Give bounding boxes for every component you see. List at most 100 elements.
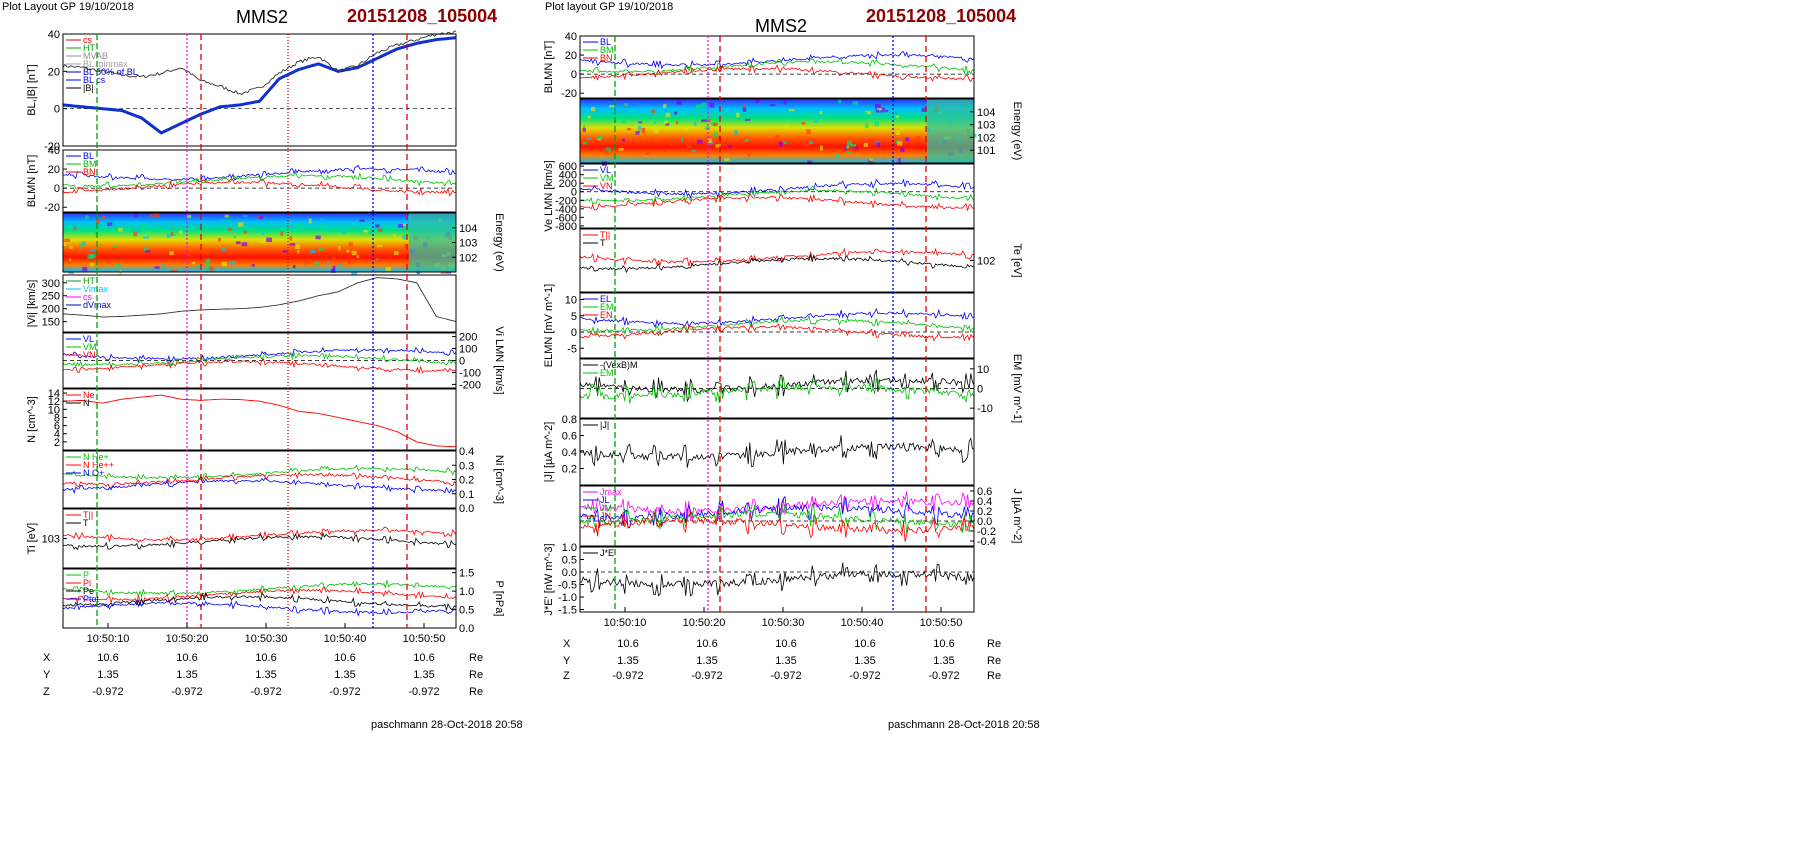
series-line: [579, 491, 975, 522]
spectrogram-pixel: [398, 224, 404, 228]
spectrogram-pixel: [706, 118, 711, 122]
series-line: [62, 351, 457, 369]
spectrogram-pixel: [393, 251, 399, 256]
ephem-value: 1.35: [775, 655, 797, 667]
spectrogram-pixel: [582, 141, 588, 145]
spectrogram-pixel: [583, 124, 586, 128]
ephem-unit: Re: [987, 670, 1002, 682]
left-panel-7: T||T 103 Ti [eV]: [26, 508, 457, 569]
spectrogram-pixel: [331, 268, 336, 273]
spectrogram-pixel: [751, 140, 756, 143]
y-tick-label: 0.0: [977, 516, 992, 528]
spectrogram-pixel: [303, 261, 308, 265]
spectrogram-pixel: [635, 131, 640, 135]
spectrogram-pixel: [770, 104, 776, 107]
series-line: [579, 376, 975, 404]
y-tick-label: 12: [48, 396, 60, 408]
spectrogram-pixel: [895, 130, 900, 135]
ephem-value: -0.972: [92, 686, 124, 698]
spectrogram-pixel: [618, 147, 624, 151]
panel-frame: [579, 163, 975, 229]
y-tick-label: 6: [54, 421, 60, 433]
y-tick-label: 103: [459, 238, 477, 250]
legend-entry: BM: [600, 45, 614, 55]
spectrogram-pixel: [178, 230, 183, 235]
series-line: [62, 580, 457, 598]
spectrogram-pixel: [897, 158, 901, 163]
spectrogram-pixel: [621, 118, 627, 124]
y-tick-label: 150: [42, 317, 60, 329]
spectrogram-pixel: [161, 263, 165, 269]
y-tick-label: 0.4: [562, 447, 577, 459]
spectrogram-pixel: [590, 107, 596, 112]
y-tick-label: 0.3: [459, 460, 474, 472]
y-tick-label: -20: [44, 202, 60, 214]
legend-entry: BN: [83, 167, 96, 177]
ephem-label-y: Y: [43, 669, 51, 681]
y-tick-label: -1.0: [558, 592, 577, 604]
y-tick-label: 20: [48, 66, 60, 78]
spectrogram-pixel: [744, 139, 749, 142]
spectrogram-pixel: [801, 121, 806, 125]
spectrogram-pixel: [664, 120, 668, 124]
y-tick-label: 2: [54, 437, 60, 449]
spectrogram-pixel: [915, 136, 921, 140]
spectrogram-pixel: [359, 219, 365, 222]
legend-entry: Ptot: [83, 594, 100, 604]
spectrogram-pixel: [587, 115, 591, 119]
ephem-value: 10.6: [854, 638, 876, 650]
left-panel-6: N He+N He++N O+ 0.4 0.3 0.2 0.1 0.0 Ni [cm^-3]: [62, 446, 505, 515]
spectrogram-pixel: [847, 140, 853, 146]
spectrogram-pixel: [900, 147, 905, 153]
spectrogram-pixel: [800, 108, 804, 113]
y-tick-label: 600: [559, 161, 577, 173]
spectrogram-pixel: [251, 263, 255, 267]
x-tick-label: 10:50:10: [604, 617, 647, 629]
right-panel-3: T||T 102 Te [eV]: [579, 228, 1023, 293]
spectrogram-pixel: [665, 112, 671, 118]
ephem-value: -0.972: [250, 686, 282, 698]
legend-entry: Jmax: [600, 487, 622, 497]
ephem-value: -0.972: [329, 686, 361, 698]
spectrogram-pixel: [326, 260, 329, 265]
spectrogram-pixel: [876, 142, 881, 147]
spectrogram-pixel: [923, 110, 929, 114]
y-axis-label: BLMN [nT]: [543, 41, 555, 94]
left-panel-2: 104 103 102 Energy (eV): [62, 212, 505, 275]
y-tick-label: 104: [977, 107, 995, 119]
y-tick-label: 0.8: [562, 414, 577, 426]
panel-frame: [579, 546, 975, 613]
spectrogram-pixel: [775, 135, 780, 138]
y-tick-label: -20: [561, 88, 577, 100]
ephem-value: 1.35: [617, 655, 639, 667]
spectrogram-pixel: [638, 110, 645, 113]
panel-frame: [62, 388, 457, 451]
spectrogram-pixel: [587, 137, 592, 140]
spectrogram-pixel: [393, 233, 396, 237]
spectrogram-pixel: [645, 149, 650, 155]
spectrogram-pixel: [363, 229, 370, 233]
spectrogram-pixel: [638, 121, 643, 124]
spectrogram-pixel: [133, 231, 138, 237]
spectrogram-pixel: [102, 215, 106, 220]
ephem-unit: Re: [987, 638, 1002, 650]
y-tick-label: 0: [54, 183, 60, 195]
spectrogram-pixel: [351, 271, 358, 275]
spectrogram-pixel: [133, 229, 139, 234]
spectrogram-pixel: [874, 121, 879, 127]
y-tick-label: 300: [42, 278, 60, 290]
spectrogram-pixel: [778, 141, 783, 147]
spectrogram-pixel: [734, 130, 738, 135]
spectrogram-pixel: [712, 122, 718, 127]
y-axis-label: BLMN [nT]: [26, 155, 38, 208]
legend-entry: VM: [83, 342, 97, 352]
y-tick-label: 0: [459, 356, 465, 368]
y-tick-label: -0.2: [977, 526, 996, 538]
y-tick-label: 200: [42, 304, 60, 316]
ephem-value: 1.35: [854, 655, 876, 667]
